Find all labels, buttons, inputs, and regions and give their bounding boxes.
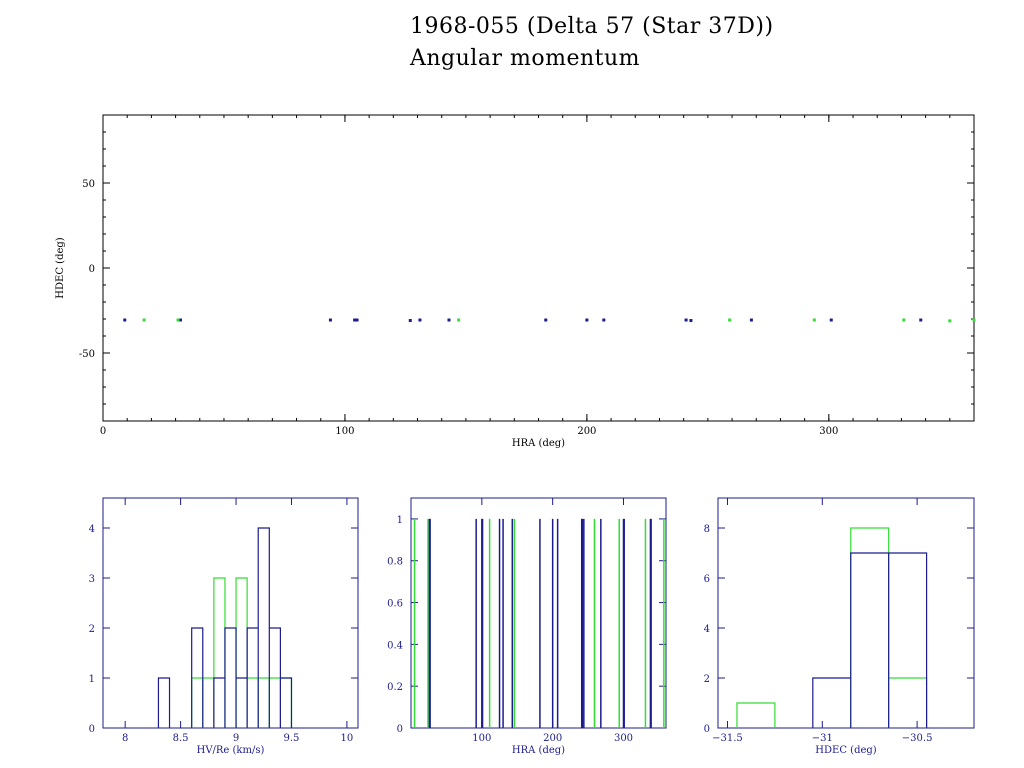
x-tick-label: 10 — [341, 733, 354, 744]
x-tick-label: 9.5 — [284, 733, 300, 744]
x-tick-label: 8 — [122, 733, 128, 744]
scatter-point-blue — [355, 318, 359, 322]
histogram-series-blue — [157, 527, 293, 728]
scatter-point-blue — [684, 318, 688, 322]
scatter-point-blue — [919, 318, 923, 322]
scatter-point-blue — [123, 318, 127, 322]
y-tick-label: 4 — [89, 524, 95, 535]
scatter-point-blue — [829, 318, 833, 322]
scatter-point-green — [972, 318, 976, 322]
x-tick-label: 9 — [233, 733, 239, 744]
scatter-point-green — [948, 319, 952, 323]
x-axis-label: HRA (deg) — [512, 745, 565, 756]
scatter-point-blue — [585, 318, 589, 322]
histogram-series-green — [191, 577, 293, 728]
x-tick-label: 100 — [335, 426, 354, 437]
y-tick-label: 3 — [89, 574, 95, 585]
x-tick-label: −31 — [812, 733, 833, 744]
scatter-point-green — [902, 318, 906, 322]
scatter-point-blue — [178, 318, 182, 322]
plot-frame-0 — [102, 114, 975, 422]
scatter-point-blue — [408, 319, 412, 323]
scatter-point-green — [142, 318, 146, 322]
y-tick-label: 6 — [704, 574, 710, 585]
chart-title: 1968-055 (Delta 57 (Star 37D)) — [410, 14, 774, 39]
y-axis-label: HDEC (deg) — [55, 237, 66, 298]
plot-frame-1 — [102, 497, 359, 729]
x-tick-label: 200 — [543, 733, 562, 744]
x-axis-label: HRA (deg) — [512, 438, 565, 449]
x-tick-label: 100 — [472, 733, 491, 744]
plot-frame-3 — [717, 497, 975, 729]
x-tick-label: 200 — [577, 426, 596, 437]
y-tick-label: 0.8 — [387, 557, 403, 568]
y-tick-label: 0 — [397, 724, 403, 735]
y-tick-label: 0.6 — [387, 599, 403, 610]
y-tick-label: 4 — [704, 624, 710, 635]
x-tick-label: 0 — [100, 426, 106, 437]
plot-frame-2 — [410, 497, 667, 729]
scatter-point-blue — [544, 318, 548, 322]
scatter-point-blue — [353, 318, 357, 322]
scatter-point-green — [457, 318, 461, 322]
y-tick-label: 1 — [397, 515, 403, 526]
y-tick-label: 8 — [704, 524, 710, 535]
x-axis-label: HV/Re (km/s) — [197, 745, 265, 756]
histogram-series-green — [736, 527, 928, 728]
scatter-point-blue — [328, 318, 332, 322]
scatter-point-blue — [689, 319, 693, 323]
y-tick-label: 2 — [704, 674, 710, 685]
scatter-point-blue — [447, 318, 451, 322]
y-tick-label: 0 — [89, 724, 95, 735]
y-tick-label: 0 — [704, 724, 710, 735]
scatter-point-green — [812, 318, 816, 322]
scatter-point-green — [176, 318, 180, 322]
y-tick-label: 0 — [89, 264, 95, 275]
x-tick-label: 300 — [819, 426, 838, 437]
y-tick-label: 50 — [82, 179, 95, 190]
y-tick-label: 1 — [89, 674, 95, 685]
chart-subtitle: Angular momentum — [410, 46, 640, 71]
x-tick-label: −31.5 — [712, 733, 743, 744]
scatter-point-blue — [749, 318, 753, 322]
x-tick-label: 300 — [614, 733, 633, 744]
y-tick-label: -50 — [79, 349, 95, 360]
y-tick-label: 0.2 — [387, 682, 403, 693]
histogram-series-blue — [812, 552, 928, 728]
scatter-point-blue — [602, 318, 606, 322]
y-tick-label: 2 — [89, 624, 95, 635]
scatter-point-blue — [418, 318, 422, 322]
scatter-point-green — [728, 318, 732, 322]
x-axis-label: HDEC (deg) — [815, 745, 876, 756]
x-tick-label: 8.5 — [173, 733, 189, 744]
x-tick-label: −30.5 — [902, 733, 933, 744]
y-tick-label: 0.4 — [387, 640, 403, 651]
